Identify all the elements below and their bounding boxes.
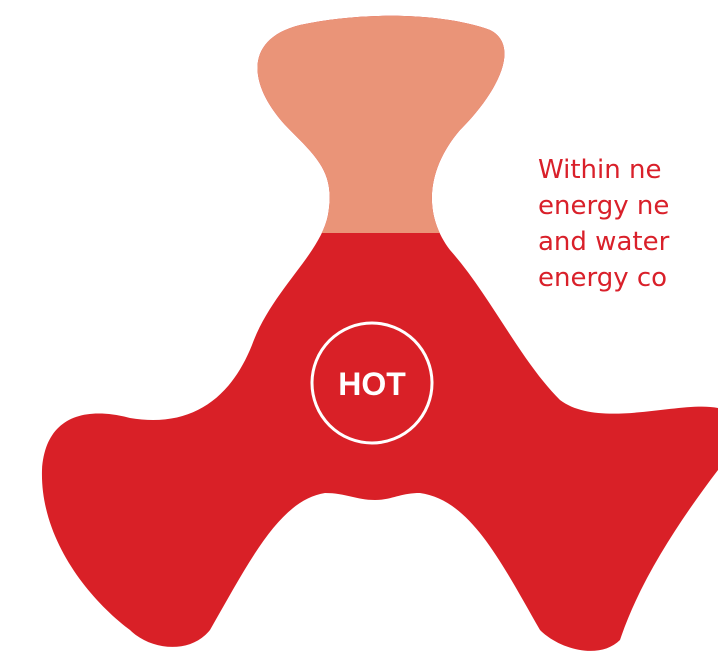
caption-line: Within ne [538, 155, 662, 185]
caption-line: energy co [538, 263, 668, 293]
badge-label: HOT [338, 366, 406, 402]
caption-line: energy ne [538, 191, 670, 221]
caption: Within ne energy ne and water energy co [538, 152, 669, 296]
badge-circle [310, 321, 434, 445]
caption-line: and water [538, 227, 670, 257]
